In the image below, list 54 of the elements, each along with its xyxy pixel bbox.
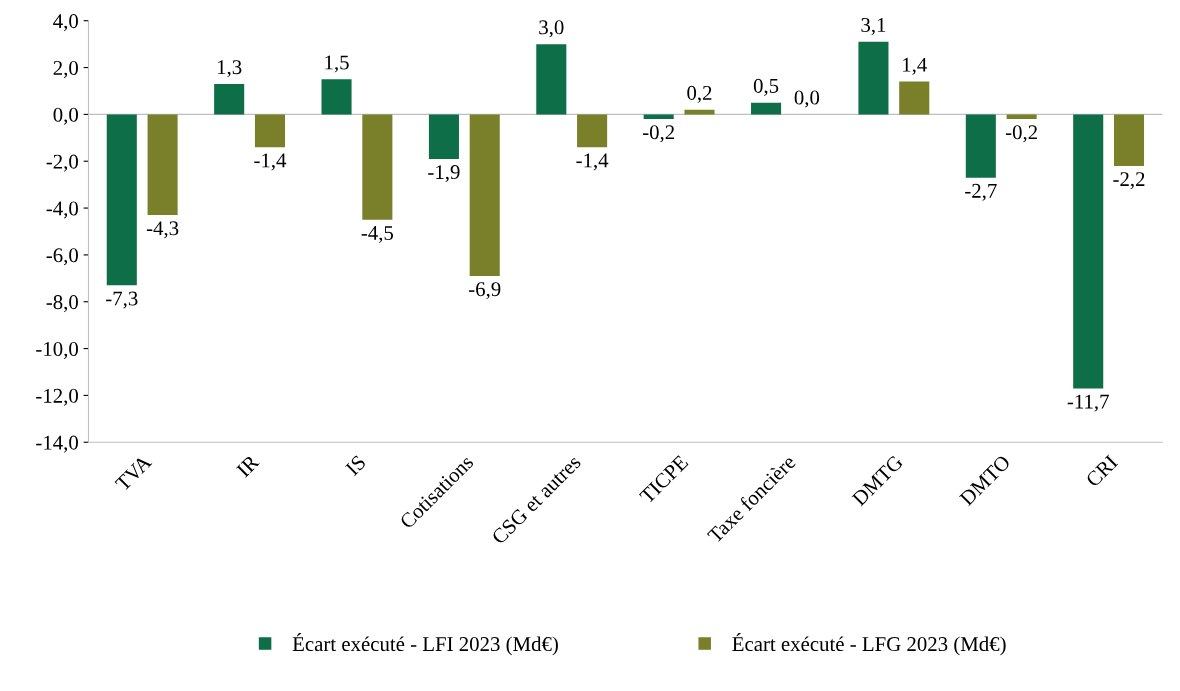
bar: [469, 114, 500, 276]
bar: [106, 114, 137, 286]
bar: [214, 83, 245, 115]
y-tick-label: 0,0: [53, 107, 78, 125]
data-label: -2,2: [1113, 172, 1145, 190]
bar: [577, 114, 608, 148]
y-tick-label: -2,0: [46, 154, 78, 172]
bar: [1006, 114, 1037, 120]
bar: [858, 41, 889, 115]
data-label: -6,9: [469, 282, 501, 300]
data-label: -7,3: [106, 291, 138, 309]
bar: [147, 114, 178, 216]
bar: [321, 79, 352, 115]
data-label: 3,0: [539, 20, 564, 38]
y-tick-label: -10,0: [36, 341, 78, 359]
x-tick-label: IS: [344, 454, 367, 477]
bar: [1073, 114, 1104, 389]
y-tick-label: -6,0: [46, 248, 78, 266]
bar: [362, 114, 393, 220]
y-tick-label: -4,0: [46, 201, 78, 219]
data-label: -4,3: [146, 221, 179, 239]
bar: [965, 114, 996, 178]
y-tick-label: 4,0: [53, 14, 78, 32]
data-label: 3,1: [861, 18, 886, 36]
bar: [1113, 114, 1145, 166]
y-tick-label: 2,0: [53, 60, 78, 78]
bar: [428, 114, 459, 159]
bar: [536, 44, 567, 115]
data-label: -1,4: [254, 153, 287, 171]
data-label: 0,2: [687, 85, 712, 103]
legend-label: Écart exécuté - LFG 2023 (Md€): [732, 633, 1006, 656]
bar: [254, 114, 286, 148]
legend-label: Écart exécuté - LFI 2023 (Md€): [292, 633, 558, 656]
data-label: -1,4: [576, 153, 609, 171]
data-label: -0,2: [642, 125, 675, 143]
bar: [899, 81, 930, 115]
x-tick-label: IR: [235, 453, 260, 478]
data-label: -11,7: [1067, 394, 1109, 412]
bar: [751, 102, 782, 115]
y-tick-label: -12,0: [36, 388, 78, 406]
data-label: 0,5: [753, 78, 779, 96]
data-label: -0,2: [1005, 125, 1037, 143]
data-label: 0,0: [794, 90, 820, 108]
data-label: -2,7: [965, 183, 997, 201]
y-tick-label: -8,0: [46, 295, 78, 313]
x-tick-label: TVA: [114, 453, 153, 492]
data-label: 1,3: [217, 60, 242, 78]
data-label: 1,5: [325, 55, 349, 73]
bar: [643, 114, 674, 120]
data-label: 1,4: [903, 57, 927, 75]
y-tick-label: -14,0: [36, 435, 78, 453]
data-label: -1,9: [428, 165, 460, 183]
data-label: -4,5: [361, 226, 394, 243]
x-tick-label: CRI: [1085, 454, 1119, 488]
